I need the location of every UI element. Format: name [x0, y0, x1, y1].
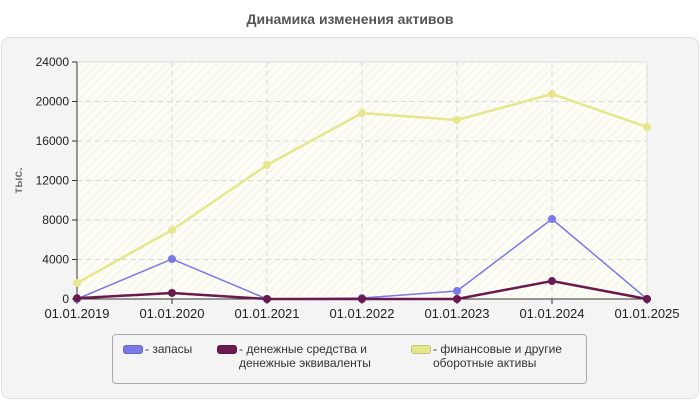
y-tick-label: 16000 — [36, 134, 70, 148]
x-tick-label: 01.01.2024 — [519, 306, 584, 321]
x-tick-label: 01.01.2023 — [424, 306, 489, 321]
x-tick-label: 01.01.2020 — [139, 306, 204, 321]
data-point — [73, 279, 81, 288]
legend-item-zapasy: - запасы — [123, 342, 192, 356]
y-tick-label: 24000 — [36, 55, 70, 69]
legend-swatch-icon — [411, 345, 431, 354]
data-point — [168, 288, 176, 297]
data-point — [263, 160, 271, 169]
x-tick-label: 01.01.2025 — [614, 306, 679, 321]
data-point — [643, 295, 651, 303]
data-point — [358, 109, 366, 118]
data-point — [168, 225, 176, 234]
legend-item-financial: - финансовые и другие оборотные активы — [411, 342, 562, 370]
y-tick-label: 8000 — [42, 213, 69, 227]
data-point — [358, 295, 366, 303]
y-axis-label: тыс. — [11, 167, 25, 193]
legend-item-cash: - денежные средства и денежные эквивален… — [217, 342, 371, 370]
x-tick-label: 01.01.2021 — [234, 306, 299, 321]
legend-swatch-icon — [123, 345, 143, 354]
data-point — [453, 115, 461, 124]
y-tick-label: 4000 — [42, 253, 69, 267]
data-point — [73, 294, 81, 303]
data-point — [548, 277, 556, 286]
x-tick-label: 01.01.2019 — [44, 306, 109, 321]
data-point — [548, 89, 556, 98]
data-point — [453, 287, 461, 296]
data-point — [643, 122, 651, 131]
data-point — [453, 295, 461, 303]
y-tick-label: 12000 — [36, 174, 70, 188]
y-tick-label: 20000 — [36, 95, 70, 109]
y-tick-label: 0 — [62, 292, 69, 306]
x-tick-label: 01.01.2022 — [329, 306, 394, 321]
chart-title: Динамика изменения активов — [246, 11, 454, 27]
chart-legend: - запасы - денежные средства и денежные … — [112, 334, 587, 384]
legend-swatch-icon — [217, 345, 237, 354]
data-point — [548, 215, 556, 224]
data-point — [263, 295, 271, 303]
data-point — [168, 255, 176, 264]
